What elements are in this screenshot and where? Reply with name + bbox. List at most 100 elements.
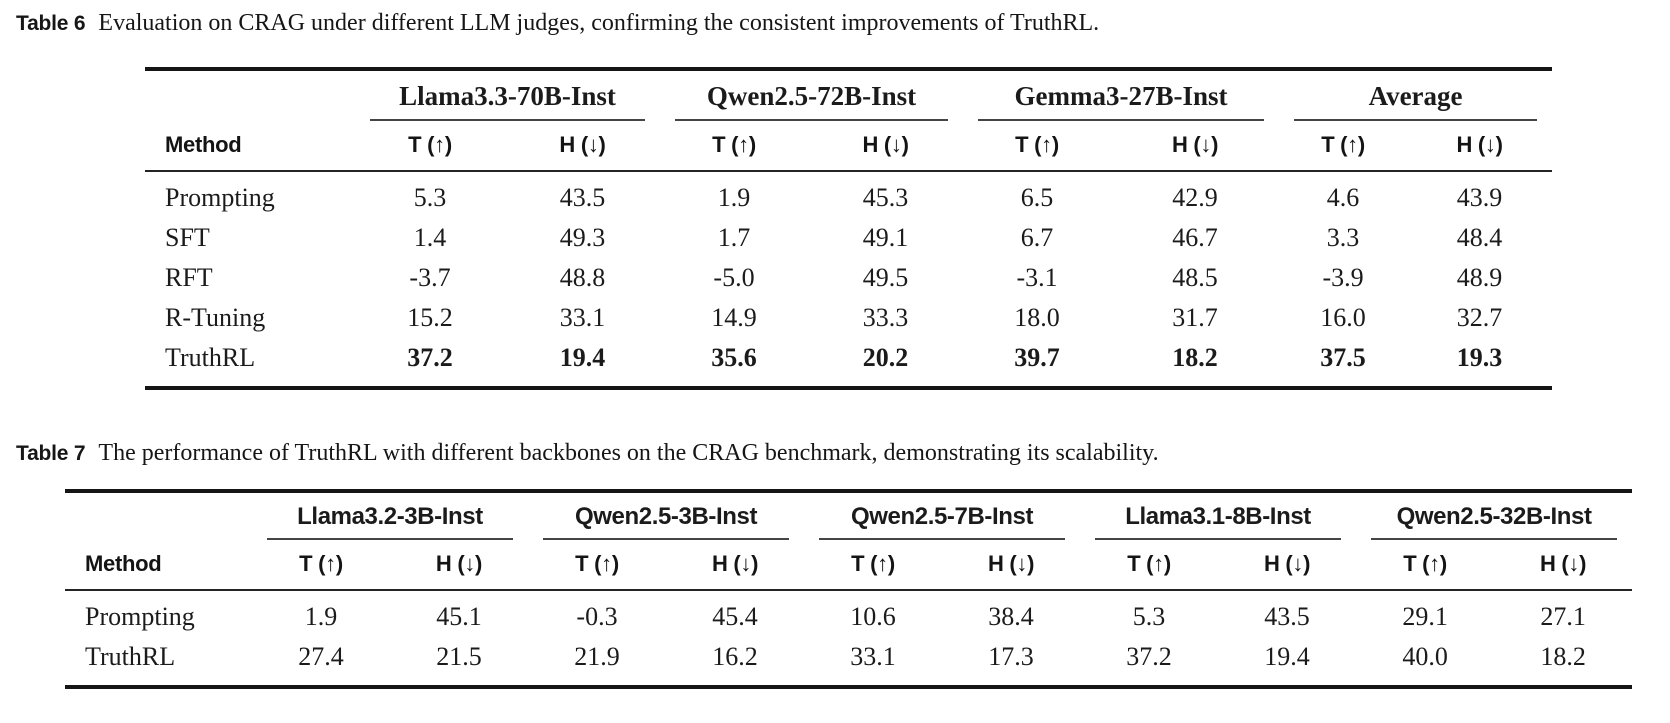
- table6-caption: Table 6 Evaluation on CRAG under differen…: [16, 10, 1670, 37]
- value-cell: 16.0: [1320, 303, 1366, 332]
- value-cell: 43.9: [1456, 183, 1503, 212]
- group-header-llama31-8b: Llama3.1-8B-Inst: [1080, 491, 1356, 541]
- group-header-llama32-3b: Llama3.2-3B-Inst: [252, 491, 528, 541]
- value-cell: 1.9: [717, 183, 751, 212]
- group-header-row: Llama3.3-70B-Inst Qwen2.5-72B-Inst Gemma…: [145, 69, 1552, 122]
- value-cell: 49.1: [862, 223, 909, 252]
- value-cell: 35.6: [711, 343, 757, 372]
- value-cell: 18.2: [1172, 343, 1218, 372]
- column-header-row: Method T (↑) H (↓) T (↑) H (↓) T (↑) H (…: [65, 541, 1633, 591]
- value-cell: 49.3: [559, 223, 606, 252]
- group-header-row: Llama3.2-3B-Inst Qwen2.5-3B-Inst Qwen2.5…: [65, 491, 1632, 541]
- value-cell: 21.5: [436, 642, 482, 671]
- value-cell: 18.0: [1014, 303, 1060, 332]
- group-header-average: Average: [1279, 69, 1552, 122]
- truthfulness-column-header: T (↑): [528, 541, 667, 591]
- value-cell: 20.2: [862, 343, 909, 372]
- value-cell: 29.1: [1402, 602, 1448, 631]
- method-cell: R-Tuning: [165, 303, 266, 332]
- value-cell: 45.1: [436, 602, 482, 631]
- value-cell: 19.3: [1456, 343, 1503, 372]
- value-cell: 33.1: [850, 642, 896, 671]
- value-cell: -5.0: [713, 263, 755, 292]
- value-cell: -3.9: [1322, 263, 1364, 292]
- table-row: RFT -3.7 48.8 -5.0 49.5 -3.1 48.5 -3.9 48.9: [145, 258, 1552, 298]
- value-cell: 46.7: [1172, 223, 1218, 252]
- hallucination-column-header: H (↓): [505, 122, 661, 172]
- value-cell: 49.5: [862, 263, 909, 292]
- hallucination-column-header: H (↓): [1111, 122, 1280, 172]
- group-header-qwen25-72b: Qwen2.5-72B-Inst: [660, 69, 963, 122]
- value-cell: 37.5: [1320, 343, 1366, 372]
- group-header-qwen25-32b: Qwen2.5-32B-Inst: [1356, 491, 1632, 541]
- truthfulness-column-header: T (↑): [252, 541, 390, 591]
- table-row: TruthRL 27.4 21.5 21.9 16.2 33.1 17.3 37.2 19.4 4…: [65, 637, 1632, 687]
- value-cell: -0.3: [576, 602, 618, 631]
- method-column-spacer: [65, 491, 252, 541]
- value-cell: 31.7: [1172, 303, 1218, 332]
- value-cell: 45.4: [712, 602, 758, 631]
- value-cell: 21.9: [574, 642, 620, 671]
- table6-caption-label: Table 6: [16, 12, 86, 35]
- value-cell: 38.4: [988, 602, 1034, 631]
- truthfulness-column-header: T (↑): [804, 541, 943, 591]
- truthfulness-column-header: T (↑): [1279, 122, 1408, 172]
- table-row: Prompting 5.3 43.5 1.9 45.3 6.5 42.9 4.6 43.9: [145, 171, 1552, 218]
- method-cell: SFT: [165, 223, 210, 252]
- value-cell: 43.5: [1264, 602, 1310, 631]
- method-cell: TruthRL: [165, 343, 256, 372]
- table-row: R-Tuning 15.2 33.1 14.9 33.3 18.0 31.7 16.0 32.7: [145, 298, 1552, 338]
- value-cell: -3.1: [1016, 263, 1058, 292]
- column-header-row: Method T (↑) H (↓) T (↑) H (↓) T (↑) H (…: [145, 122, 1553, 172]
- value-cell: 27.1: [1540, 602, 1586, 631]
- value-cell: 48.5: [1172, 263, 1218, 292]
- value-cell: 14.9: [711, 303, 757, 332]
- hallucination-column-header: H (↓): [942, 541, 1081, 591]
- value-cell: 18.2: [1540, 642, 1586, 671]
- value-cell: 39.7: [1014, 343, 1060, 372]
- value-cell: 1.9: [304, 602, 338, 631]
- hallucination-column-header: H (↓): [808, 122, 964, 172]
- value-cell: 4.6: [1326, 183, 1360, 212]
- value-cell: 16.2: [712, 642, 758, 671]
- value-cell: -3.7: [409, 263, 451, 292]
- value-cell: 6.7: [1020, 223, 1054, 252]
- method-column-header: Method: [145, 122, 355, 172]
- value-cell: 6.5: [1020, 183, 1054, 212]
- method-cell: TruthRL: [85, 642, 176, 671]
- hallucination-column-header: H (↓): [666, 541, 805, 591]
- value-cell: 45.3: [862, 183, 909, 212]
- paper-table-6: Llama3.3-70B-Inst Qwen2.5-72B-Inst Gemma…: [145, 67, 1553, 390]
- truthfulness-column-header: T (↑): [963, 122, 1112, 172]
- value-cell: 42.9: [1172, 183, 1218, 212]
- paper-table-7: Llama3.2-3B-Inst Qwen2.5-3B-Inst Qwen2.5…: [65, 489, 1633, 689]
- method-column-spacer: [145, 69, 355, 122]
- truthfulness-column-header: T (↑): [1356, 541, 1495, 591]
- table6-body: Prompting 5.3 43.5 1.9 45.3 6.5 42.9 4.6 43.9 SFT…: [145, 171, 1552, 388]
- group-header-llama33-70b: Llama3.3-70B-Inst: [355, 69, 660, 122]
- table-row: SFT 1.4 49.3 1.7 49.1 6.7 46.7 3.3 48.4: [145, 218, 1552, 258]
- value-cell: 32.7: [1456, 303, 1503, 332]
- value-cell: 19.4: [1264, 642, 1310, 671]
- value-cell: 33.3: [862, 303, 909, 332]
- value-cell: 15.2: [407, 303, 453, 332]
- hallucination-column-header: H (↓): [1218, 541, 1357, 591]
- method-column-header: Method: [65, 541, 252, 591]
- method-cell: RFT: [165, 263, 213, 292]
- value-cell: 37.2: [407, 343, 453, 372]
- truthfulness-column-header: T (↑): [660, 122, 809, 172]
- value-cell: 5.3: [413, 183, 447, 212]
- truthfulness-column-header: T (↑): [355, 122, 505, 172]
- value-cell: 19.4: [559, 343, 606, 372]
- table7-caption-label: Table 7: [16, 442, 86, 465]
- table6-caption-text: Evaluation on CRAG under different LLM j…: [98, 10, 1100, 36]
- table7-caption: Table 7 The performance of TruthRL with d…: [16, 440, 1670, 467]
- table-row: Prompting 1.9 45.1 -0.3 45.4 10.6 38.4 5.3 43.5 2…: [65, 590, 1632, 637]
- value-cell: 3.3: [1326, 223, 1360, 252]
- hallucination-column-header: H (↓): [1407, 122, 1553, 172]
- table7-caption-text: The performance of TruthRL with differen…: [98, 440, 1159, 466]
- value-cell: 27.4: [298, 642, 344, 671]
- group-header-gemma3-27b: Gemma3-27B-Inst: [963, 69, 1279, 122]
- value-cell: 40.0: [1402, 642, 1448, 671]
- hallucination-column-header: H (↓): [1494, 541, 1633, 591]
